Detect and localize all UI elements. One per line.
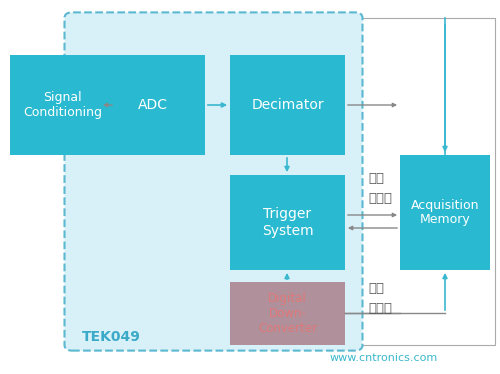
Text: ADC: ADC — [138, 98, 168, 112]
Text: 处理⤵: 处理⤵ — [368, 191, 392, 205]
Text: Acquisition
Memory: Acquisition Memory — [411, 199, 479, 227]
Text: 处理⤵: 处理⤵ — [368, 301, 392, 315]
Text: 频域: 频域 — [368, 282, 384, 294]
Bar — [100, 55, 205, 155]
Bar — [400, 155, 490, 270]
Bar — [230, 55, 345, 155]
Bar — [230, 175, 345, 270]
Bar — [10, 55, 115, 155]
Bar — [230, 282, 345, 345]
Text: Decimator: Decimator — [251, 98, 324, 112]
Text: 时域: 时域 — [368, 172, 384, 184]
Text: Trigger
System: Trigger System — [262, 208, 314, 237]
FancyBboxPatch shape — [64, 12, 362, 350]
Text: Signal
Conditioning: Signal Conditioning — [23, 91, 102, 119]
Text: Digital
Down-
Converter: Digital Down- Converter — [258, 292, 317, 335]
Bar — [358, 18, 495, 345]
Text: www.cntronics.com: www.cntronics.com — [330, 353, 438, 363]
Text: TEK049: TEK049 — [82, 330, 141, 344]
